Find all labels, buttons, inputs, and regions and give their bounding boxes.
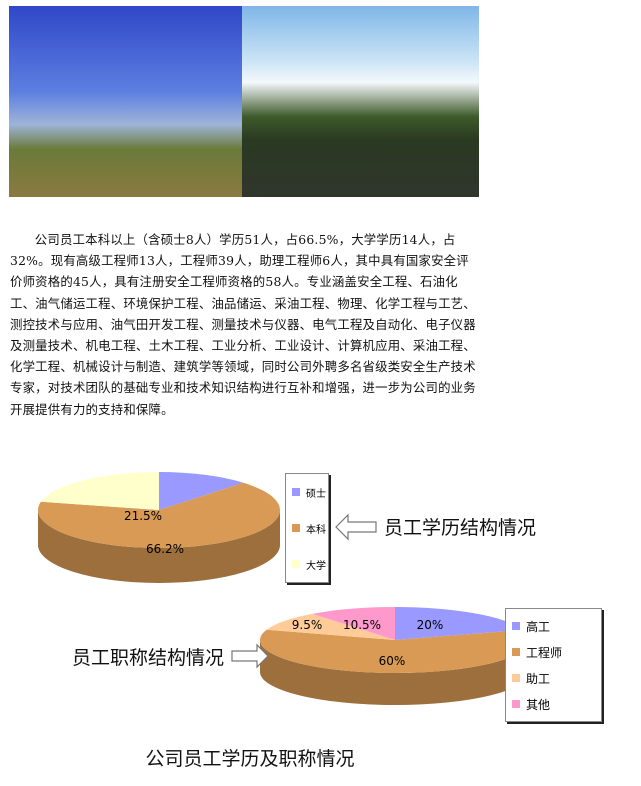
pie-label-大学: 21.5%: [124, 509, 162, 523]
legend-swatch: [512, 622, 520, 630]
pie-label-其他: 10.5%: [343, 618, 381, 632]
refinery-photo: [9, 6, 242, 197]
pie-slice-高工: [395, 607, 524, 640]
pie-side-工程师: [260, 640, 530, 705]
legend-item: 助工: [506, 665, 601, 691]
legend-swatch: [512, 674, 520, 682]
pie-side-本科: [38, 510, 280, 583]
legend-item: 大学: [286, 546, 328, 582]
legend-item: 其他: [506, 691, 601, 717]
legend-swatch: [512, 648, 520, 656]
arrow-left-icon: [335, 513, 377, 541]
chart-title-education: 员工学历结构情况: [384, 517, 537, 539]
pie-slice-助工: [266, 613, 395, 640]
legend-swatch: [512, 700, 520, 708]
legend-item: 高工: [506, 613, 601, 639]
legend-item: 硕士: [286, 474, 328, 510]
pie-slice-本科: [37, 482, 280, 548]
pie-label-本科: 66.2%: [146, 542, 184, 556]
pie-slice-其他: [312, 607, 395, 640]
legend-swatch: [292, 524, 300, 532]
legend-title: 高工 工程师 助工 其他: [505, 608, 602, 722]
legend-label: 助工: [526, 671, 551, 686]
footer-title: 公司员工学历及职称情况: [145, 748, 355, 770]
chart-title-title: 员工职称结构情况: [72, 647, 225, 669]
legend-label: 大学: [306, 560, 326, 572]
pie-slice-硕士: [159, 472, 244, 510]
legend-label: 高工: [526, 619, 551, 634]
legend-label: 其他: [526, 697, 551, 712]
pie-label-助工: 9.5%: [292, 618, 323, 632]
legend-item: 本科: [286, 510, 328, 546]
company-staff-paragraph: 公司员工本科以上（含硕士8人）学历51人，占66.5%，大学学历14人，占32%…: [10, 232, 476, 417]
legend-label: 硕士: [306, 488, 326, 500]
legend-label: 工程师: [526, 645, 563, 660]
legend-item: 工程师: [506, 639, 601, 665]
pie-label-高工: 20%: [417, 618, 444, 632]
legend-swatch: [292, 488, 300, 496]
pie-label-工程师: 60%: [379, 654, 406, 668]
storage-tanks-photo: [242, 6, 479, 197]
pie-slice-工程师: [259, 629, 530, 673]
legend-swatch: [292, 560, 300, 568]
pie-slice-大学: [40, 472, 159, 510]
legend-label: 本科: [306, 524, 326, 536]
arrow-right-icon: [231, 643, 269, 669]
legend-education: 硕士 本科 大学: [285, 473, 329, 583]
